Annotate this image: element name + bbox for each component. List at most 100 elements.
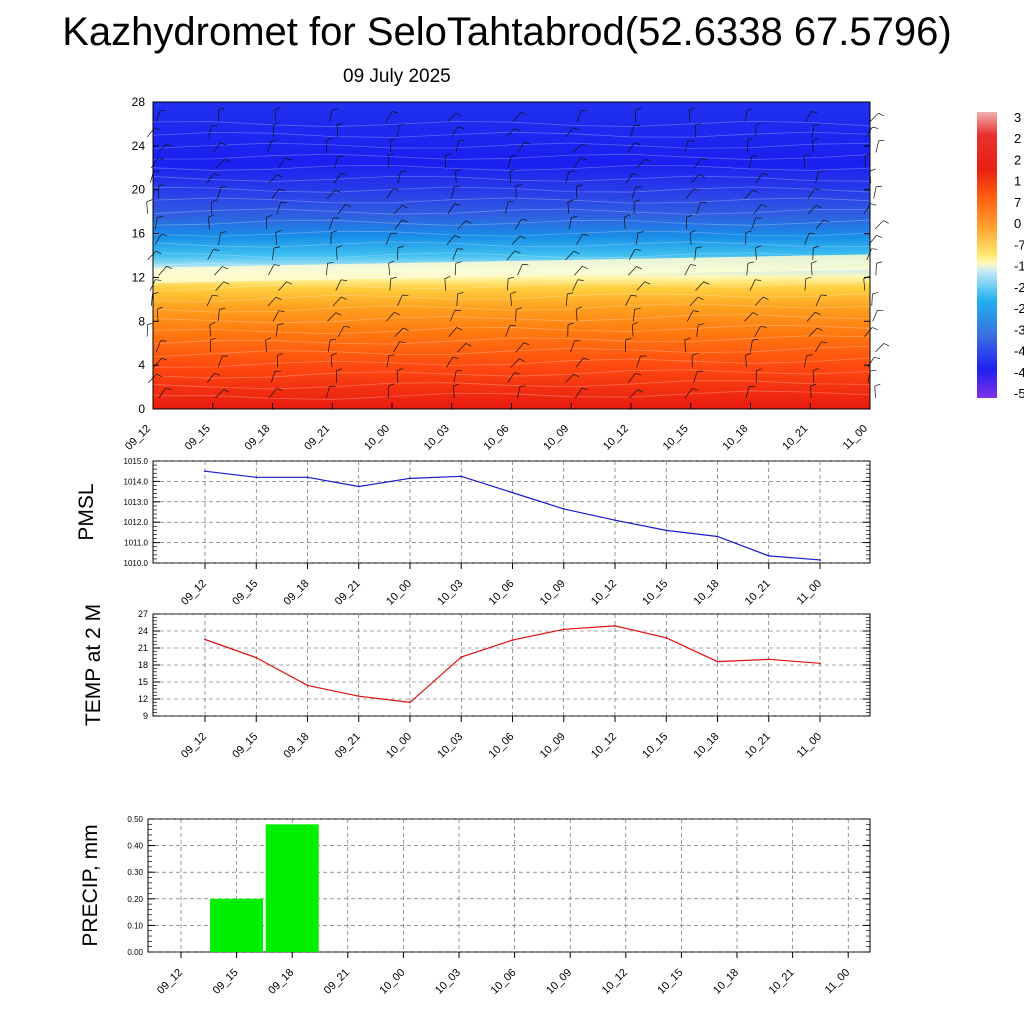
isotherm-line [152,335,871,345]
wind-barb [446,356,454,368]
wind-barb-feather [812,137,819,141]
x-tick-label: 10_12 [600,967,630,997]
wind-barb [572,279,579,291]
wind-barb [506,250,516,261]
wind-barb-feather [695,122,702,126]
y-tick-label: 4 [138,358,145,372]
isotherm-line [152,186,871,193]
x-tick-label: 10_06 [487,578,517,608]
wind-barb-feather [331,230,337,233]
wind-barb [394,219,403,230]
wind-barb-feather [519,358,525,362]
wind-barb [447,203,455,215]
wind-barb [745,386,750,399]
wind-barb [268,174,278,184]
wind-barb [696,324,699,337]
wind-barb-feather [388,260,395,264]
wind-barb [755,247,757,260]
wind-barb [385,111,393,122]
wind-barb-feather [573,250,580,255]
wind-barb [863,203,871,215]
data-point [562,508,565,510]
x-tick-label: 10_00 [384,731,414,761]
wind-barb [505,325,511,337]
y-tick-label: 1011.0 [124,539,148,548]
wind-barb [565,293,568,306]
wind-barb [815,171,819,184]
precip-panel: 0.00 0.10 0.20 0.30 0.40 0.50 09_12 09_15 09_18 0… [79,815,871,997]
wind-barb [453,386,455,399]
wind-barb-feather [331,108,338,111]
wind-barb-feather [214,372,221,376]
wind-barb-feather [644,281,651,285]
wind-barb [388,263,391,276]
wind-barb [807,188,816,199]
x-tick-label: 09_18 [282,731,312,761]
wind-barb-feather [279,188,286,192]
wind-barb [635,232,639,245]
wind-barb [753,204,762,215]
wind-barb [628,266,637,276]
wind-barb-feather [156,306,163,310]
wind-barb [269,388,277,399]
wind-barb [815,219,824,230]
wind-barb [744,189,754,199]
wind-barb [449,310,456,322]
data-point [716,535,719,538]
y-axis-label: PRECIP, mm [79,824,102,946]
y-tick-label: 1010.0 [124,559,149,568]
wind-barb-feather [745,230,752,233]
wind-barb-feather [697,296,704,301]
wind-barb-feather [820,294,827,296]
wind-barb-feather [335,189,341,194]
wind-barb-feather [872,292,879,295]
wind-barb [335,279,342,291]
wind-barb [565,373,574,383]
colorbar-ramp [977,112,997,398]
wind-barb-feather [212,294,219,297]
wind-barb [208,217,210,230]
wind-barb [154,233,162,245]
wind-barb-feather [454,203,461,206]
y-tick-label: 0.50 [127,815,143,824]
wind-barb [517,142,525,153]
colorbar-label: -4 [1014,365,1024,380]
data-point [204,638,206,641]
wind-barb [695,281,704,291]
wind-barb-feather [872,126,879,129]
isotherm-line [152,197,871,204]
wind-barb [507,156,512,168]
wind-barb [515,309,517,322]
temperature-field [153,102,870,409]
colorbar-label: -3 [1014,322,1024,337]
x-tick-label: 10_06 [489,967,519,997]
wind-barb [694,157,703,168]
wind-barb [815,294,822,307]
temperature-section-panel: 0 4 8 12 16 20 24 28 09_12 09_15 09_18 09_21 10_00 10… [123,95,890,453]
x-tick-label: 10_03 [433,967,463,997]
data-point [819,559,821,561]
wind-barb-feather [583,357,590,361]
wind-barb [875,263,877,276]
x-tick-label: 10_12 [589,578,619,608]
data-point [357,695,360,698]
wind-barb [631,186,636,199]
wind-barb [386,355,390,368]
wind-barb [215,281,225,291]
wind-barb-feather [752,189,759,194]
colorbar-label: 2 [1014,152,1021,167]
wind-barb [326,189,336,199]
wind-barb [506,278,509,291]
wind-barb-feather [582,233,589,236]
y-tick-label: 1012.0 [124,518,149,527]
wind-barb-feather [213,173,220,176]
x-tick-label: 09_21 [302,423,332,453]
x-tick-label: 10_21 [743,578,773,608]
x-tick-label: 09_12 [179,578,209,608]
wind-barb-feather [567,292,574,295]
wind-barb [505,201,509,214]
wind-barb [451,186,455,199]
wind-barb-feather [630,294,637,297]
wind-barb [625,173,634,184]
